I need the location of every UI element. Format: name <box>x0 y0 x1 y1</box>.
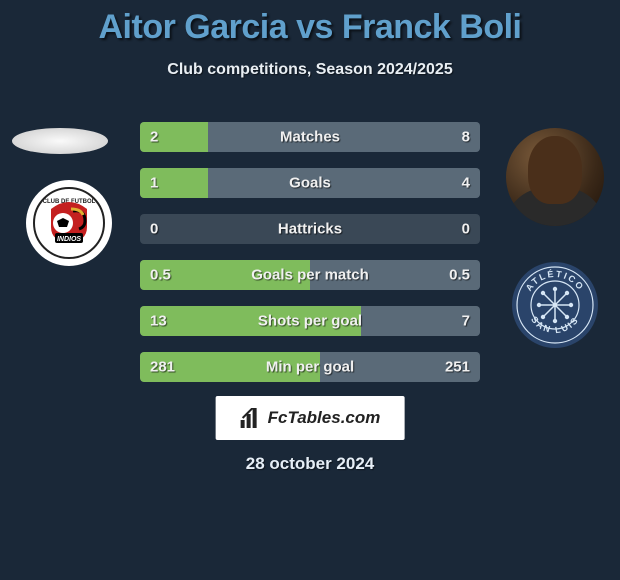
row-label: Hattricks <box>278 221 342 238</box>
value-left: 0 <box>150 221 158 238</box>
value-right: 4 <box>462 175 470 192</box>
value-left: 281 <box>150 359 175 376</box>
subtitle: Club competitions, Season 2024/2025 <box>0 61 620 79</box>
fctables-watermark: FcTables.com <box>216 396 405 440</box>
row-label: Matches <box>280 129 340 146</box>
bar-right <box>208 122 480 152</box>
date-text: 28 october 2024 <box>0 454 620 474</box>
value-right: 251 <box>445 359 470 376</box>
fctables-text: FcTables.com <box>268 408 381 428</box>
stat-row: 0 0 Hattricks <box>140 214 480 244</box>
value-right: 0 <box>462 221 470 238</box>
page-title: Aitor Garcia vs Franck Boli <box>0 0 620 47</box>
player-right-avatar <box>506 128 604 226</box>
comparison-rows: 2 8 Matches 1 4 Goals 0 0 Hattricks 0.5 0.5 Goals p… <box>140 122 480 398</box>
row-label: Goals per match <box>251 267 369 284</box>
stat-row: 1 4 Goals <box>140 168 480 198</box>
row-label: Shots per goal <box>258 313 362 330</box>
bar-right <box>208 168 480 198</box>
value-right: 8 <box>462 129 470 146</box>
stat-row: 281 251 Min per goal <box>140 352 480 382</box>
stat-row: 13 7 Shots per goal <box>140 306 480 336</box>
value-right: 7 <box>462 313 470 330</box>
club-left-crest: CLUB DE FUTBOL INDIOS <box>26 180 112 266</box>
value-left: 1 <box>150 175 158 192</box>
value-left: 0.5 <box>150 267 171 284</box>
svg-text:INDIOS: INDIOS <box>57 236 81 243</box>
stat-row: 0.5 0.5 Goals per match <box>140 260 480 290</box>
club-right-crest: ATLÉTICO SAN LUIS <box>512 262 598 348</box>
stat-row: 2 8 Matches <box>140 122 480 152</box>
row-label: Min per goal <box>266 359 354 376</box>
player-left-avatar <box>12 128 108 154</box>
fctables-icon <box>240 408 262 428</box>
row-label: Goals <box>289 175 331 192</box>
value-right: 0.5 <box>449 267 470 284</box>
value-left: 13 <box>150 313 167 330</box>
value-left: 2 <box>150 129 158 146</box>
